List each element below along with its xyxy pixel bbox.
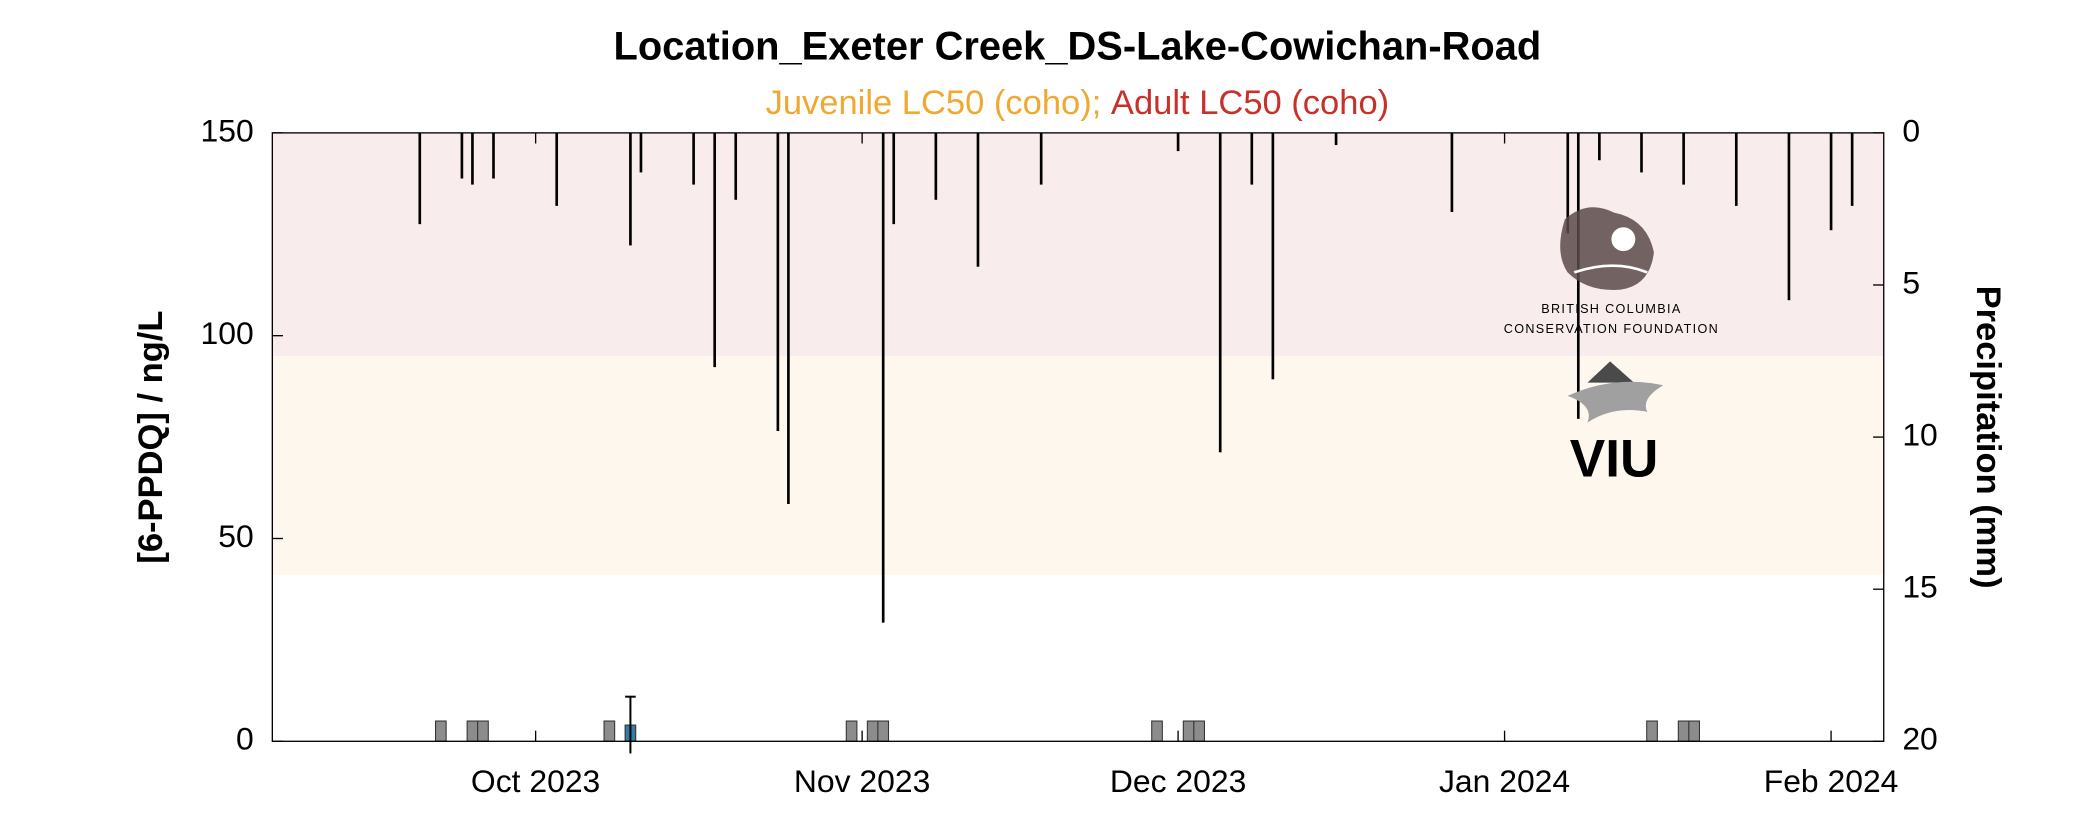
sample-bar [1182,720,1195,742]
y-tick-label: 150 [201,112,254,148]
precip-bar [471,132,474,185]
precip-bar [555,132,559,206]
precipitation [418,132,1854,623]
y-tick-label: 0 [236,721,254,757]
precip-bar [1850,132,1854,206]
precip-bar [892,132,896,225]
axes: 0 50 100 150 0 5 10 15 20 Oct 2023 Nov 2023 Dec 202… [201,112,1938,799]
precip-bar [1640,132,1643,173]
sample-bar [1151,720,1163,742]
bands [272,132,1884,576]
x-tick-label: Feb 2024 [1764,763,1899,799]
sample-bar [877,720,890,742]
x-tick-label: Jan 2024 [1439,763,1570,799]
sample-bar [466,720,479,742]
logo-text: VIU [1570,429,1659,488]
sample-bar [1688,720,1701,742]
x-tick-label: Nov 2023 [794,763,930,799]
sample-bar [1646,720,1658,742]
y2-axis-label: Precipitation (mm) [1969,286,2007,589]
y2-tick-label: 15 [1902,569,1937,605]
sample-bar [1193,720,1205,742]
precip-bar [1682,132,1685,185]
sample-bar [866,720,879,742]
precip-bar [734,132,738,200]
precip-bar [713,132,717,368]
y2-tick-label: 10 [1902,417,1937,453]
precip-bar [1598,132,1601,161]
precip-bar [787,132,790,505]
precip-bar [881,132,885,623]
x-tick-label: Oct 2023 [471,763,600,799]
precip-bar [1734,132,1738,206]
subtitle-part: Adult LC50 (coho) [1111,84,1389,122]
y-tick-label: 100 [201,315,254,351]
sample-bar [477,720,489,742]
precip-bar [1218,132,1222,453]
y2-tick-label: 5 [1902,264,1920,300]
precip-bar [1450,132,1454,212]
y2-tick-label: 0 [1902,112,1920,148]
bccf-logo: BRITISH COLUMBIA CONSERVATION FOUNDATION [1504,207,1719,336]
precip-bar [1787,132,1791,301]
precip-bar [418,132,422,225]
sample-bar [603,720,616,742]
precip-bar [1039,132,1043,185]
y2-tick-label: 20 [1902,721,1937,757]
precip-bar [1271,132,1275,380]
logo-text: CONSERVATION FOUNDATION [1504,322,1719,336]
precip-bar [776,132,780,432]
precip-bar [629,132,632,246]
subtitle-part: Juvenile LC50 (coho); [766,84,1102,122]
precip-bar [934,132,938,200]
precip-bar [1334,132,1338,146]
precip-bar [692,132,695,185]
precip-bar [1250,132,1254,185]
chart-subtitle: Juvenile LC50 (coho); Adult LC50 (coho) [766,84,1390,122]
y-tick-label: 50 [218,518,253,554]
x-tick-label: Dec 2023 [1110,763,1246,799]
y-axis-label: [6-PPDQ] / ng/L [132,311,170,564]
precip-bar [492,132,495,179]
precip-bar [460,132,464,179]
precip-bar [639,132,643,173]
samples [434,695,1701,754]
chart-title: Location_Exeter Creek_DS-Lake-Cowichan-R… [614,25,1542,69]
precip-bar [1829,132,1833,231]
precip-bar [976,132,980,267]
sample-bar [845,720,858,742]
sample-bar [434,720,447,742]
precip-bar [1566,132,1570,234]
sample-bar [1677,720,1690,742]
viu-logo: VIU [1567,361,1664,488]
logo-text: BRITISH COLUMBIA [1541,302,1681,316]
